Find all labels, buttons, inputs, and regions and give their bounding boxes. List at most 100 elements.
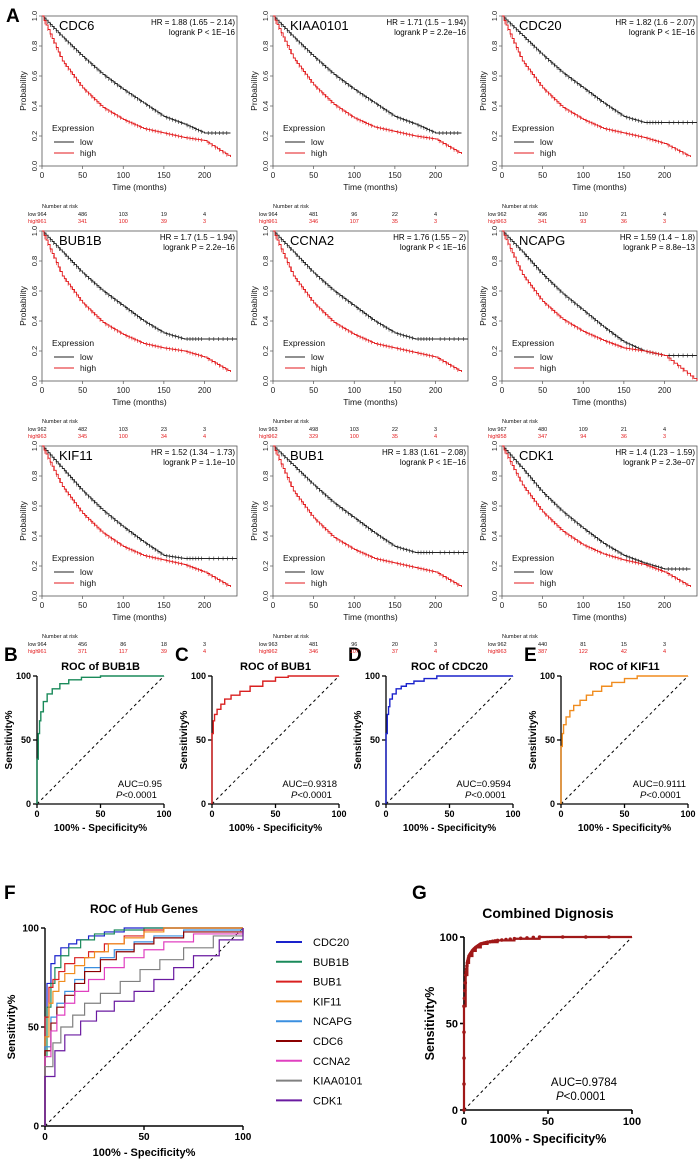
km-x-tick-label: 150 <box>617 386 631 395</box>
km-hazard-ratio: HR = 1.52 (1.34 − 1.73) <box>151 448 235 457</box>
roc-p-number: <0.0001 <box>471 790 506 801</box>
km-risk-high-value: 100 <box>119 434 128 440</box>
panel-letter-b: B <box>4 645 18 666</box>
roc-x-tick-label: 100 <box>505 809 520 819</box>
km-risk-low-value: 496 <box>538 212 547 218</box>
roc-curve-point <box>464 970 468 974</box>
roc-x-tick-label: 50 <box>444 809 454 819</box>
roc-y-tick-label: 100 <box>22 924 39 935</box>
roc-curve-point <box>463 981 468 985</box>
km-panel-cdc20: 0 50 100 150 200 0.0 0.2 0.4 0.6 0.8 1.0 Time (mont… <box>478 11 698 225</box>
roc-curve-point <box>462 1030 466 1034</box>
roc-title: ROC of BUB1 <box>240 661 311 673</box>
roc-auc-label: AUC=0.9318 <box>282 779 337 790</box>
roc-y-tick-label: 0 <box>33 1122 39 1133</box>
roc-y-tick-label: 50 <box>196 735 206 745</box>
km-risk-low-value: 481 <box>309 212 318 218</box>
legend-label-cdc20: CDC20 <box>313 937 349 949</box>
km-risk-low-value: 3 <box>203 427 206 433</box>
km-x-tick-label: 50 <box>538 171 547 180</box>
km-hazard-ratio: HR = 1.4 (1.23 − 1.59) <box>615 448 695 457</box>
roc-curve <box>560 675 688 804</box>
km-legend-low-label: low <box>311 137 325 147</box>
km-x-axis-label: Time (months) <box>112 182 167 192</box>
roc-x-axis-label: 100% - Specificity% <box>93 1147 196 1159</box>
roc-x-tick-label: 100 <box>156 809 171 819</box>
km-risk-high-value: 3 <box>663 219 666 225</box>
km-risk-high-value: 961 <box>37 219 46 225</box>
km-y-tick-label: 0.0 <box>30 161 39 171</box>
km-y-tick-label: 0.0 <box>490 376 499 386</box>
km-y-tick-label: 1.0 <box>490 226 499 236</box>
roc-curve <box>385 675 513 804</box>
km-risk-low-value: 962 <box>37 427 46 433</box>
roc-curve-point <box>463 973 468 977</box>
roc-title: ROC of Hub Genes <box>90 902 198 916</box>
km-x-axis-label: Time (months) <box>572 612 627 622</box>
km-hazard-ratio: HR = 1.7 (1.5 − 1.94) <box>160 233 235 242</box>
km-y-axis-label: Probability <box>18 285 28 325</box>
km-curve-high <box>42 15 231 157</box>
km-risk-high-label: high <box>259 219 269 225</box>
roc-panel-roc-e: 00 50 50 100 100 100% - Specificity% Sensitivi… <box>528 661 696 834</box>
roc-curve-ncapg <box>44 928 244 1126</box>
km-risk-high-label: high <box>28 649 38 655</box>
km-risk-low-value: 3 <box>434 642 437 648</box>
km-legend-title: Expression <box>512 553 554 563</box>
km-y-tick-label: 0.6 <box>261 71 270 81</box>
roc-reference-diagonal <box>44 927 244 1127</box>
km-x-axis-label: Time (months) <box>112 612 167 622</box>
km-risk-low-value: 109 <box>579 427 588 433</box>
roc-y-tick-label: 50 <box>21 735 31 745</box>
roc-x-tick-label: 0 <box>209 809 214 819</box>
km-panel-ccna2: 0 50 100 150 200 0.0 0.2 0.4 0.6 0.8 1.0 Time (mont… <box>249 226 469 440</box>
roc-y-tick-label: 50 <box>28 1023 40 1034</box>
km-panel-bub1: 0 50 100 150 200 0.0 0.2 0.4 0.6 0.8 1.0 Time (mont… <box>249 441 469 655</box>
km-curve-high <box>273 230 462 372</box>
km-x-tick-label: 50 <box>538 386 547 395</box>
km-risk-high-label: high <box>259 649 269 655</box>
roc-auc-label: AUC=0.95 <box>118 779 162 790</box>
km-x-tick-label: 100 <box>577 386 591 395</box>
km-panel-ncapg: 0 50 100 150 200 0.0 0.2 0.4 0.6 0.8 1.0 Time (mont… <box>478 226 698 440</box>
km-y-tick-label: 0.4 <box>261 101 270 111</box>
legend-label-kiaa0101: KIAA0101 <box>313 1076 363 1088</box>
km-risk-high-label: high <box>259 434 269 440</box>
roc-curve-point <box>512 936 517 941</box>
km-gene-title: KIAA0101 <box>290 18 349 33</box>
km-x-tick-label: 50 <box>309 386 318 395</box>
km-y-tick-label: 0.2 <box>490 346 499 356</box>
roc-auc-label: AUC=0.9111 <box>633 779 686 790</box>
km-logrank-p: logrank P = 8.8e−13 <box>623 243 695 252</box>
km-risk-low-label: low <box>28 212 36 218</box>
km-y-tick-label: 0.0 <box>30 376 39 386</box>
km-y-tick-label: 0.8 <box>261 256 270 266</box>
km-risk-low-value: 110 <box>579 212 588 218</box>
roc-p-value: P<0.0001 <box>465 790 506 801</box>
km-risk-title: Number at risk <box>273 634 309 640</box>
roc-curve-point <box>560 935 565 939</box>
roc-y-axis-label: Sensitivity% <box>179 710 190 769</box>
km-y-tick-label: 0.2 <box>261 346 270 356</box>
roc-title: ROC of CDC20 <box>411 661 488 673</box>
roc-panel-roc-c: 00 50 50 100 100 100% - Specificity% Sensitivi… <box>179 661 347 834</box>
km-y-axis-label: Probability <box>18 500 28 540</box>
roc-curve-point <box>465 964 469 968</box>
roc-y-tick-label: 50 <box>370 735 380 745</box>
km-y-tick-label: 0.4 <box>30 316 39 326</box>
km-curve-high <box>273 15 462 154</box>
km-risk-title: Number at risk <box>502 419 538 425</box>
km-risk-low-value: 964 <box>37 212 46 218</box>
legend-label-bub1b: BUB1B <box>313 957 349 969</box>
km-risk-low-value: 4 <box>434 212 437 218</box>
km-risk-high-value: 36 <box>621 219 627 225</box>
km-x-tick-label: 0 <box>40 171 45 180</box>
km-y-tick-label: 0.0 <box>490 591 499 601</box>
km-legend-high-label: high <box>540 363 556 373</box>
km-legend-low-label: low <box>311 567 325 577</box>
km-risk-low-value: 440 <box>538 642 547 648</box>
km-y-axis-label: Probability <box>18 70 28 110</box>
km-y-tick-label: 1.0 <box>261 11 270 21</box>
km-risk-high-value: 341 <box>78 219 87 225</box>
km-risk-high-value: 39 <box>161 649 167 655</box>
